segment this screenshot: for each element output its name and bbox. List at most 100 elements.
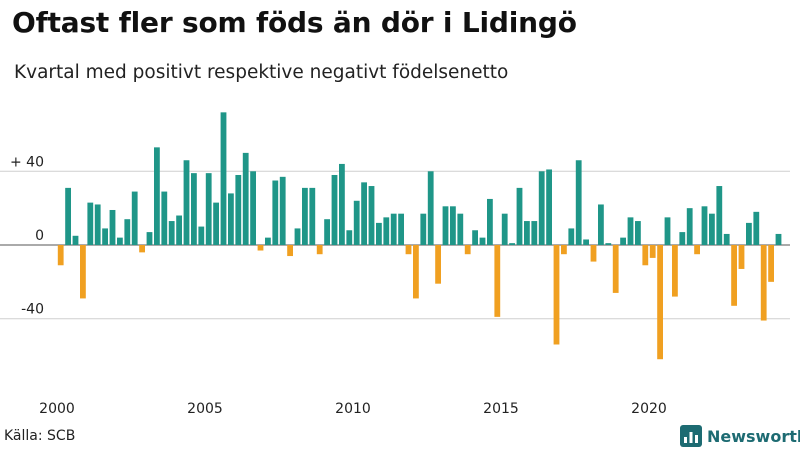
x-tick-label: 2020 — [631, 401, 667, 417]
bar — [279, 176, 286, 245]
bar — [220, 112, 227, 245]
bar — [376, 222, 382, 245]
bar — [131, 191, 138, 245]
bar — [57, 245, 64, 266]
bar — [94, 204, 101, 246]
chart-title: Oftast fler som föds än dör i Lidingö — [12, 6, 577, 39]
bar — [294, 228, 301, 245]
bar — [768, 245, 774, 282]
newsworthy-logo: Newsworthy — [680, 425, 800, 447]
bar — [509, 243, 515, 245]
bar — [205, 173, 212, 245]
bar — [598, 204, 604, 246]
bar — [435, 245, 441, 284]
bar — [102, 228, 108, 245]
bar — [672, 245, 678, 297]
bar — [775, 233, 782, 245]
bar — [605, 243, 612, 245]
bar — [191, 173, 197, 245]
bar — [753, 211, 760, 245]
bar — [361, 182, 367, 245]
bar — [501, 213, 508, 245]
bar — [575, 160, 582, 245]
bar — [472, 230, 478, 245]
bar — [65, 187, 71, 245]
bar — [583, 239, 589, 245]
bar — [487, 198, 493, 245]
bar — [479, 237, 486, 245]
bar — [657, 245, 663, 360]
bar — [339, 163, 345, 245]
bar — [154, 147, 160, 245]
bar — [620, 237, 626, 245]
bar — [553, 245, 560, 345]
bar — [590, 245, 597, 262]
bar — [390, 213, 397, 245]
y-tick-label: 0 — [35, 228, 44, 244]
bar — [87, 202, 94, 245]
bar — [531, 221, 538, 245]
bar — [139, 245, 145, 253]
bar — [694, 245, 700, 255]
bar — [80, 245, 86, 299]
bar — [516, 187, 523, 245]
bar — [731, 245, 737, 306]
bar — [213, 202, 219, 245]
y-tick-label: -40 — [21, 302, 44, 318]
bar — [538, 171, 545, 245]
bar — [561, 245, 567, 255]
bar — [272, 180, 279, 245]
bar — [642, 245, 649, 266]
brand-name: Newsworthy — [707, 426, 800, 446]
bar — [420, 213, 427, 245]
bar — [464, 245, 471, 255]
bar — [235, 174, 242, 246]
bar — [568, 228, 575, 245]
bar — [302, 187, 308, 245]
bar — [198, 226, 205, 245]
bar — [168, 221, 175, 245]
bar — [316, 245, 323, 255]
bar — [183, 160, 190, 245]
bar — [242, 152, 249, 246]
bar — [331, 174, 338, 246]
bar — [442, 206, 449, 245]
bar-chart-logo-icon — [680, 425, 702, 447]
bar — [368, 186, 375, 245]
y-tick-label: + 40 — [10, 154, 44, 170]
bar — [228, 193, 234, 245]
bar — [117, 237, 123, 245]
bar — [746, 222, 752, 245]
bar — [265, 237, 271, 245]
bar — [723, 233, 730, 245]
bar — [405, 245, 412, 255]
bar — [701, 206, 708, 245]
bar — [324, 219, 330, 245]
bar — [413, 245, 419, 299]
bar — [109, 209, 116, 245]
bar — [494, 245, 501, 317]
x-tick-label: 2015 — [483, 401, 519, 417]
x-tick-label: 2010 — [335, 401, 371, 417]
bar — [161, 191, 168, 245]
bar — [457, 213, 464, 245]
bar — [146, 232, 153, 245]
chart-subtitle: Kvartal med positivt respektive negativt… — [14, 62, 509, 83]
bar — [257, 245, 264, 251]
bar — [546, 169, 552, 245]
bar — [72, 235, 79, 245]
bar — [709, 213, 715, 245]
bar — [738, 245, 745, 269]
bar — [124, 219, 131, 245]
bar — [649, 245, 656, 258]
bar — [450, 206, 456, 245]
bar — [398, 213, 404, 245]
bar — [346, 230, 353, 245]
bar — [686, 208, 693, 245]
bar — [716, 186, 723, 245]
bar — [287, 245, 293, 257]
bar — [635, 221, 641, 245]
source-note: Källa: SCB — [4, 428, 76, 444]
x-axis-ticks: 2000 2005 2010 2015 2020 — [39, 401, 667, 417]
bar — [664, 217, 671, 245]
